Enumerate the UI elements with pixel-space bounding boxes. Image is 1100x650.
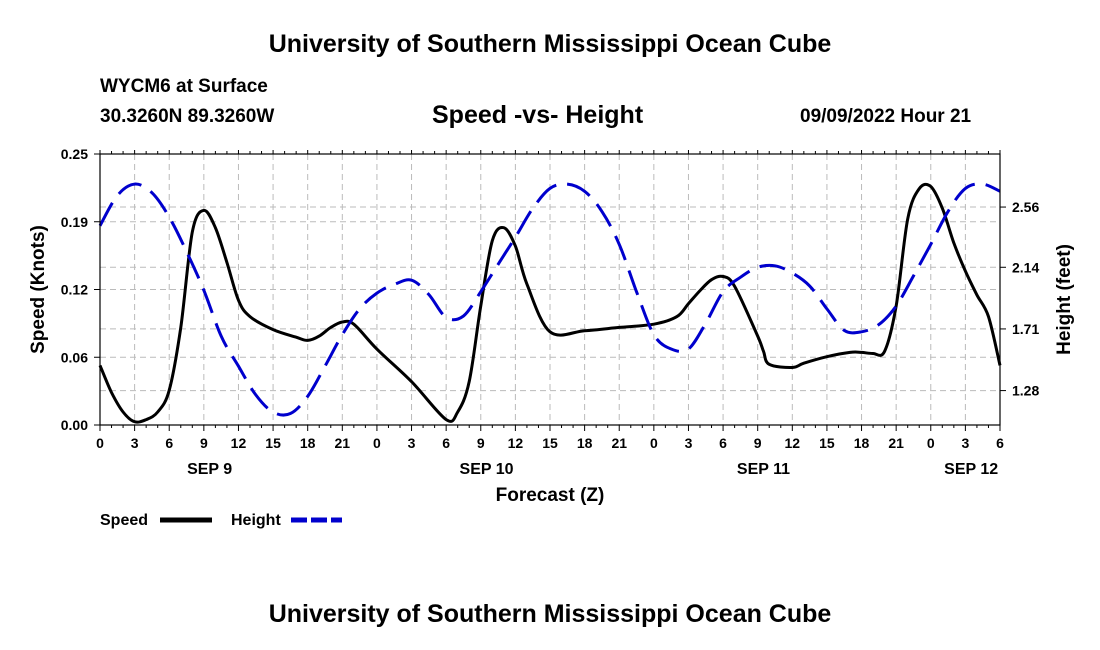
- x-tick-label: 18: [854, 435, 870, 451]
- axis-ticks: [94, 150, 1006, 431]
- x-tick-label: 21: [611, 435, 627, 451]
- x-tick-label: 21: [335, 435, 351, 451]
- x-tick-label: 12: [508, 435, 524, 451]
- axis-labels: 0 3 6 9 12 15 18 21 0 3 6 9 12 15 18 21 0 3 6 9 12 15 18 21 0 3 6 0…: [28, 146, 1075, 506]
- day-label: SEP 11: [737, 461, 790, 478]
- x-tick-label: 0: [373, 435, 381, 451]
- x-tick-label: 6: [442, 435, 450, 451]
- x-tick-label: 3: [131, 435, 139, 451]
- x-tick-label: 21: [888, 435, 904, 451]
- chart-subtitle: Speed -vs- Height: [432, 101, 644, 129]
- x-tick-label: 6: [165, 435, 173, 451]
- day-label: SEP 12: [944, 461, 998, 478]
- y-right-axis-title: Height (feet): [1054, 244, 1075, 355]
- y-right-tick-label: 1.28: [1012, 383, 1039, 399]
- y-left-axis-title: Speed (Knots): [28, 225, 49, 354]
- x-tick-label: 3: [408, 435, 416, 451]
- y-left-tick-label: 0.06: [61, 349, 88, 365]
- day-label: SEP 10: [460, 461, 514, 478]
- day-label: SEP 9: [187, 461, 232, 478]
- x-tick-label: 3: [961, 435, 969, 451]
- x-tick-label: 0: [650, 435, 658, 451]
- x-tick-label: 15: [265, 435, 281, 451]
- chart-title: University of Southern Mississippi Ocean…: [268, 30, 832, 58]
- x-tick-label: 9: [477, 435, 485, 451]
- legend-label-speed: Speed: [100, 512, 148, 529]
- coordinates-label: 30.3260N 89.3260W: [100, 106, 275, 127]
- x-tick-label: 9: [200, 435, 208, 451]
- y-left-tick-label: 0.19: [61, 214, 88, 230]
- x-tick-label: 6: [719, 435, 727, 451]
- x-tick-label: 18: [577, 435, 593, 451]
- x-tick-label: 3: [685, 435, 693, 451]
- series-line-height: [98, 182, 1001, 417]
- y-right-tick-label: 2.14: [1012, 259, 1039, 275]
- y-left-tick-label: 0.12: [61, 282, 88, 298]
- y-right-tick-label: 2.56: [1012, 199, 1039, 215]
- y-left-tick-label: 0.00: [61, 417, 88, 433]
- x-axis-title: Forecast (Z): [496, 485, 605, 506]
- x-tick-label: 15: [542, 435, 558, 451]
- footer-title: University of Southern Mississippi Ocean…: [268, 600, 832, 628]
- series-lines: [98, 182, 1002, 424]
- legend-label-height: Height: [231, 512, 281, 529]
- x-tick-label: 6: [996, 435, 1004, 451]
- x-tick-label: 12: [785, 435, 801, 451]
- x-tick-label: 0: [96, 435, 104, 451]
- y-right-tick-label: 1.71: [1012, 321, 1039, 337]
- station-label: WYCM6 at Surface: [100, 76, 268, 97]
- x-tick-label: 0: [927, 435, 935, 451]
- x-tick-label: 9: [754, 435, 762, 451]
- x-tick-label: 12: [231, 435, 247, 451]
- x-tick-label: 18: [300, 435, 316, 451]
- y-left-tick-label: 0.25: [61, 146, 88, 162]
- legend: Speed Height: [100, 512, 342, 529]
- series-line-speed: [98, 182, 1002, 424]
- date-label: 09/09/2022 Hour 21: [800, 106, 972, 127]
- x-tick-label: 15: [819, 435, 835, 451]
